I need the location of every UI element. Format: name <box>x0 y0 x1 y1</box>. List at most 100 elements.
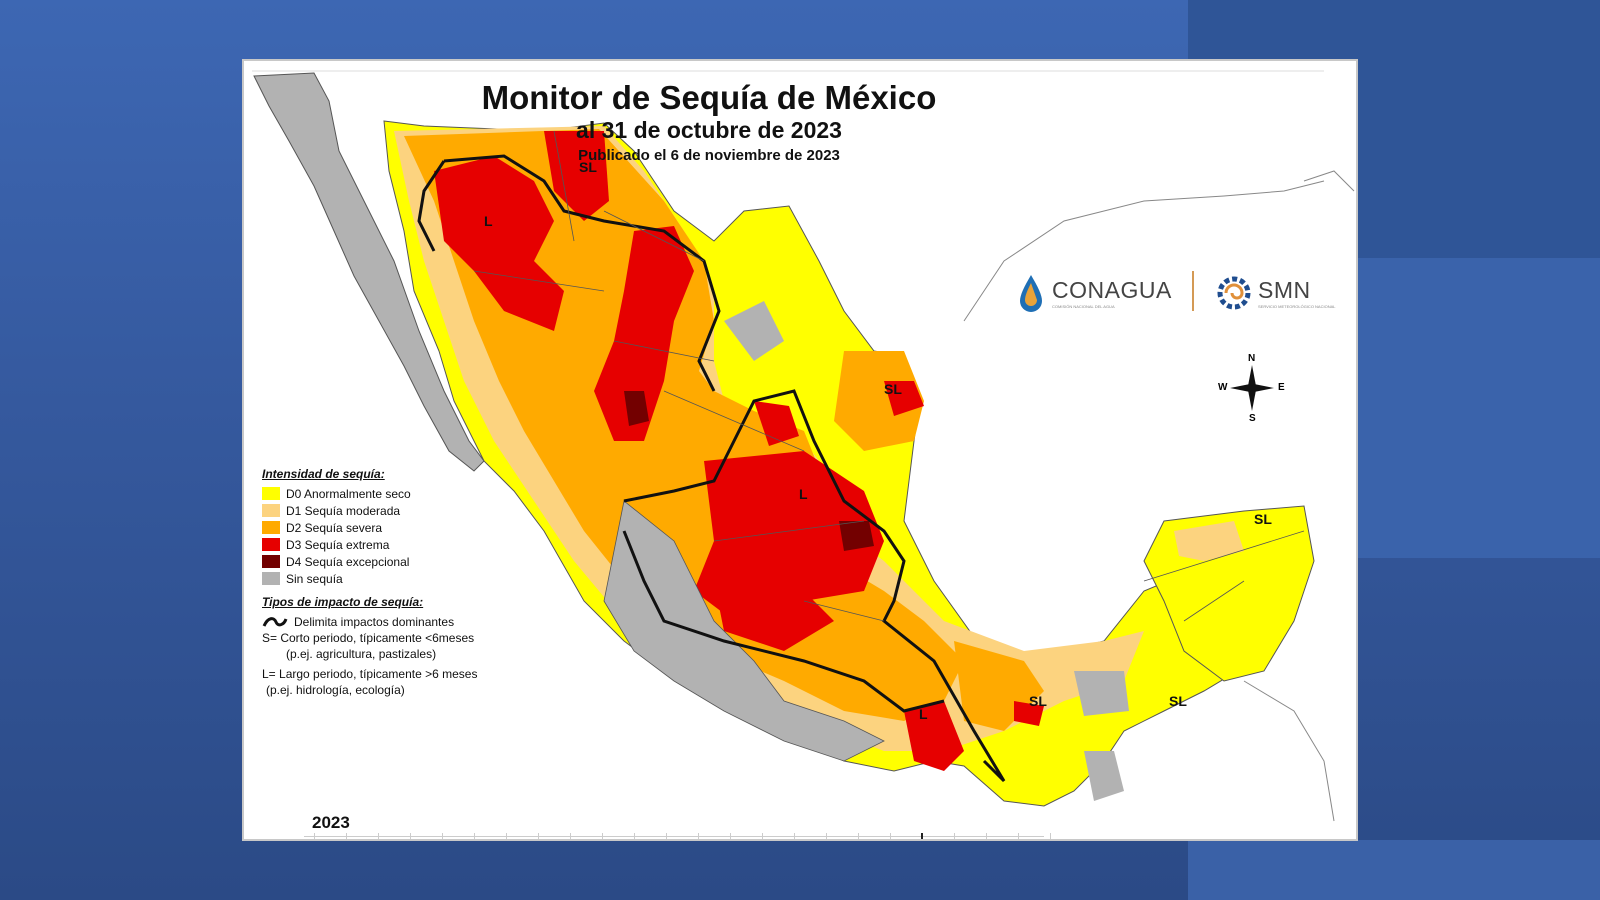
legend-item-d0: D0 Anormalmente seco <box>262 485 562 502</box>
d3-region-oaxaca <box>1014 701 1044 726</box>
timeline-year: 2023 <box>312 813 350 832</box>
legend-label: Delimita impactos dominantes <box>294 614 455 629</box>
compass-east: E <box>1278 382 1285 393</box>
region-label: SL <box>884 381 902 397</box>
long-term-note: L= Largo periodo, típicamente >6 meses <box>262 667 478 681</box>
legend-label: D1 Sequía moderada <box>286 503 401 518</box>
smn-subtitle: SERVICIO METEOROLÓGICO NACIONAL <box>1258 304 1336 309</box>
background-panel <box>1188 840 1600 900</box>
region-label: L <box>799 486 808 502</box>
long-term-example: (p.ej. hidrología, ecología) <box>266 683 405 697</box>
d3-region-durango <box>594 226 694 441</box>
legend-swatch <box>262 487 280 500</box>
gear-icon <box>1217 276 1251 310</box>
tick-mark <box>601 833 603 839</box>
impact-line-north-west <box>417 160 446 252</box>
legend-item-d4: D4 Sequía excepcional <box>262 553 562 570</box>
map-title: Monitor de Sequía de México <box>481 79 937 116</box>
legend-swatch <box>262 572 280 585</box>
logo-divider <box>1192 271 1194 311</box>
d3-region-tamaulipas <box>884 381 924 416</box>
tick-mark <box>505 833 507 839</box>
tick-mark <box>729 833 731 839</box>
timeline-tick: 15SEP <box>811 833 841 839</box>
tick-mark <box>1049 833 1051 839</box>
tick-mark <box>409 833 411 839</box>
water-drop-icon <box>1020 275 1042 312</box>
region-label: SL <box>1254 511 1272 527</box>
conagua-subtitle: COMISIÓN NACIONAL DEL AGUA <box>1052 304 1115 309</box>
tick-mark <box>441 833 443 839</box>
cuba-outline <box>1303 170 1355 192</box>
short-term-example: (p.ej. agricultura, pastizales) <box>286 647 437 661</box>
impact-line-south <box>622 530 945 713</box>
sin-sequia-ne <box>724 301 784 361</box>
drought-map <box>252 70 1355 822</box>
conagua-name: CONAGUA <box>1052 277 1172 303</box>
timeline-tick: 15JUN <box>619 833 649 839</box>
legend-item-d1: D1 Sequía moderada <box>262 502 562 519</box>
tick-mark <box>697 833 699 839</box>
short-term-note: S= Corto periodo, típicamente <6meses <box>262 631 475 645</box>
d3-region-south <box>714 581 834 651</box>
tick-mark <box>953 833 955 839</box>
compass-icon <box>1230 365 1274 411</box>
timeline-tick: 15OCT <box>875 833 905 839</box>
legend-item-none: Sin sequía <box>262 570 562 587</box>
legend-swatch <box>262 521 280 534</box>
smn-name: SMN <box>1258 277 1311 303</box>
sin-sequia-chiapas <box>1084 751 1124 801</box>
tick-mark <box>985 833 987 839</box>
timeline-tick: 30JUN <box>651 833 681 839</box>
baja-california <box>253 72 485 472</box>
impact-line-central <box>623 389 1006 783</box>
timeline-tick: 15ENE <box>299 833 329 839</box>
timeline-tick: 30ABR <box>523 833 553 839</box>
timeline-tick: 31MAY <box>587 833 617 839</box>
yucatan-d1 <box>1174 521 1244 561</box>
tick-mark <box>857 833 859 839</box>
timeline-tick: 15DIC <box>1003 833 1033 839</box>
timeline-tick: 31MAR <box>459 833 489 839</box>
timeline-tick: 15JUL <box>683 833 713 839</box>
tick-mark <box>537 833 539 839</box>
timeline-tick: 31ENE <box>331 833 361 839</box>
map-legend: Intensidad de sequía: D0 Anormalmente se… <box>262 467 562 698</box>
timeline-tick: 31JUL <box>715 833 745 839</box>
impact-header: Tipos de impacto de sequía: <box>262 595 424 609</box>
background-panel <box>1358 258 1600 558</box>
state-borders <box>473 130 1305 622</box>
d3-region-guerrero <box>904 701 964 771</box>
legend-swatch <box>262 504 280 517</box>
tick-mark <box>793 833 795 839</box>
d3-region-north <box>434 156 564 331</box>
published-date: Publicado el 6 de noviembre de 2023 <box>578 147 840 164</box>
d2-region-tamaulipas <box>834 351 924 451</box>
intensity-header: Intensidad de sequía: <box>262 467 385 481</box>
tick-mark <box>569 833 571 839</box>
gulf-coastline <box>963 180 1325 322</box>
sin-sequia-tabasco <box>1074 671 1129 716</box>
tick-mark <box>761 833 763 839</box>
legend-label: Sin sequía <box>286 571 343 586</box>
d3-region-central <box>694 451 884 621</box>
central-america <box>1243 680 1335 822</box>
tick-mark <box>377 833 379 839</box>
smn-logo: SMN SERVICIO METEOROLÓGICO NACIONAL <box>1214 273 1336 313</box>
timeline-tick: 15ABR <box>491 833 521 839</box>
drought-map-panel: Monitor de Sequía de México al 31 de oct… <box>242 59 1358 841</box>
tick-mark <box>473 833 475 839</box>
impact-line-icon <box>262 616 288 627</box>
region-label: SL <box>1169 693 1187 709</box>
compass-north: N <box>1248 353 1256 364</box>
tick-mark <box>1017 833 1019 839</box>
legend-swatch <box>262 555 280 568</box>
sin-sequia-coast <box>603 500 885 762</box>
legend-item-d3: D3 Sequía extrema <box>262 536 562 553</box>
region-label: SL <box>1029 693 1047 709</box>
timeline-axis <box>304 836 1044 837</box>
tick-mark <box>313 833 315 839</box>
compass-west: W <box>1218 382 1228 393</box>
timeline-tick: 30NOV <box>971 833 1001 839</box>
tick-mark <box>889 833 891 839</box>
